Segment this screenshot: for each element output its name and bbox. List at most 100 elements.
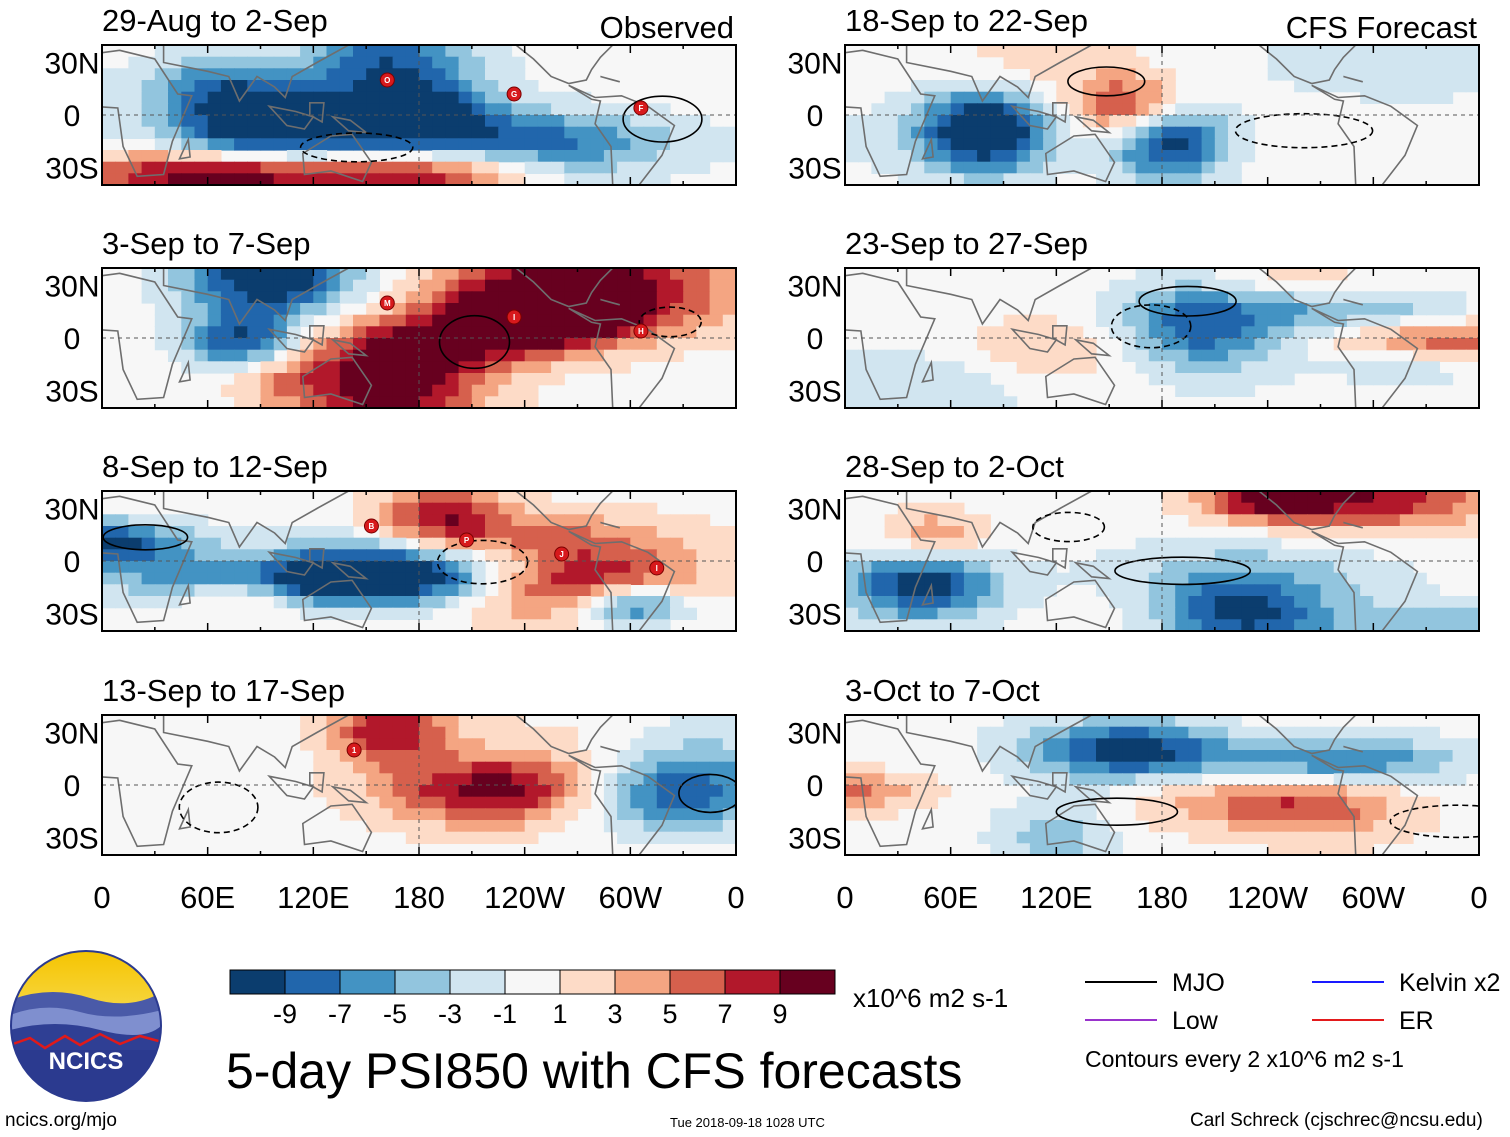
- colorbar-swatch: [284, 969, 341, 995]
- mjo-contour: [178, 781, 259, 834]
- y-tick-label: 0: [807, 770, 824, 803]
- panel-title: 8-Sep to 12-Sep: [102, 449, 328, 484]
- coastline: [178, 359, 191, 383]
- x-tick-label: 60E: [180, 880, 235, 915]
- x-tick-label: 0: [727, 880, 744, 915]
- mjo-contour: [678, 773, 736, 814]
- map-panel: 30N 0 30S 23-Sep to 27-Sep: [787, 226, 1480, 409]
- colorbar-swatch: [449, 969, 506, 995]
- x-tick-label: 60W: [1341, 880, 1405, 915]
- svg-text:B: B: [369, 522, 375, 531]
- storm-marker: B: [363, 518, 379, 534]
- map-panel: 30N 0 30S 3-Oct to 7-Oct: [787, 673, 1480, 856]
- mjo-contour: [436, 539, 529, 585]
- mjo-contour: [1055, 797, 1179, 827]
- y-tick-label: 30N: [44, 48, 99, 81]
- x-tick-label: 0: [93, 880, 110, 915]
- panel-title: 3-Sep to 7-Sep: [102, 226, 311, 261]
- coastline: [301, 356, 373, 406]
- coastline: [921, 136, 934, 160]
- coastline: [1010, 775, 1058, 800]
- coastline: [162, 715, 349, 773]
- y-tick-label: 30S: [788, 823, 841, 856]
- coastline: [905, 268, 1092, 326]
- coastline: [568, 530, 676, 631]
- x-axis-labels: 0 60E 120E 180 120W 60W 0 0 60E 120E 180 120W 60W 0: [93, 880, 1487, 915]
- legend-label: Low: [1172, 1007, 1219, 1035]
- footer-timestamp: Tue 2018-09-18 1028 UTC: [670, 1115, 825, 1130]
- colorbar-label: 7: [717, 999, 732, 1029]
- map-panel: 30N 0 30S 29-Aug to 2-Sep Observed O G F: [44, 3, 737, 186]
- y-tick-label: 0: [64, 546, 81, 579]
- coastline: [267, 105, 315, 130]
- panel-title: 28-Sep to 2-Oct: [845, 449, 1064, 484]
- coastline: [905, 491, 1092, 549]
- coastline: [1311, 530, 1419, 631]
- svg-text:H: H: [638, 327, 644, 336]
- anomaly-field: [845, 715, 1479, 855]
- storm-marker: H: [633, 323, 649, 339]
- colorbar-label: -5: [383, 999, 407, 1029]
- colorbar-swatch: [614, 969, 671, 995]
- colorbar-label: 9: [772, 999, 787, 1029]
- coastline: [329, 561, 369, 580]
- coastline: [1044, 356, 1116, 406]
- coastline: [308, 324, 325, 347]
- legend-label: Kelvin x2: [1399, 969, 1500, 997]
- map-panel: 30N 0 30S 8-Sep to 12-Sep B P J I: [44, 449, 737, 632]
- colorbar-swatch: [724, 969, 781, 995]
- storm-marker: P: [459, 532, 475, 548]
- legend-label: ER: [1399, 1007, 1434, 1035]
- coastline: [845, 719, 936, 848]
- coastline: [267, 328, 315, 353]
- chart-title: 5-day PSI850 with CFS forecasts: [226, 1043, 963, 1099]
- footer-url[interactable]: ncics.org/mjo: [5, 1110, 117, 1131]
- colorbar-label: 5: [662, 999, 677, 1029]
- y-tick-label: 30N: [44, 494, 99, 527]
- storm-marker: J: [554, 546, 570, 562]
- x-tick-label: 0: [836, 880, 853, 915]
- colorbar-label: -3: [438, 999, 462, 1029]
- y-tick-label: 0: [807, 100, 824, 133]
- panel-title: 18-Sep to 22-Sep: [845, 3, 1088, 38]
- coastline: [514, 491, 614, 531]
- coastline: [329, 338, 369, 357]
- coastline: [1010, 105, 1058, 130]
- mjo-contour: [1110, 304, 1192, 349]
- coastline: [1052, 547, 1068, 570]
- svg-text:J: J: [559, 550, 563, 559]
- coastline: [845, 49, 936, 178]
- coastline: [1072, 338, 1112, 357]
- anomaly-field: [102, 268, 736, 408]
- coastline: [162, 491, 349, 549]
- coastline: [267, 551, 315, 576]
- coastline: [921, 582, 934, 606]
- coastline: [1072, 115, 1112, 134]
- svg-text:P: P: [464, 536, 470, 545]
- coastline: [514, 715, 614, 755]
- mjo-contour: [438, 314, 511, 370]
- coastline: [514, 45, 614, 85]
- colorbar-swatch: [339, 969, 396, 995]
- coastline: [1257, 268, 1357, 308]
- coastline: [1044, 803, 1116, 853]
- storm-marker: G: [506, 86, 522, 102]
- coastline: [1052, 771, 1068, 794]
- logo-text: NCICS: [49, 1048, 124, 1075]
- coastline: [1257, 715, 1357, 755]
- panel-title: 3-Oct to 7-Oct: [845, 673, 1040, 708]
- colorbar-label: -7: [328, 999, 352, 1029]
- svg-text:F: F: [638, 104, 643, 113]
- mjo-contour: [1067, 66, 1146, 97]
- coastline: [1311, 307, 1419, 408]
- coastline: [301, 803, 373, 853]
- colorbar: -9 -7 -5 -3 -1 1 3 5 7 9: [229, 969, 836, 1029]
- y-tick-label: 30N: [787, 271, 842, 304]
- y-tick-label: 30S: [788, 153, 841, 186]
- x-tick-label: 60E: [923, 880, 978, 915]
- panels-svg: 30N 0 30S 29-Aug to 2-Sep Observed O G F 30N 0 30S…: [44, 3, 1480, 856]
- panel-title: 13-Sep to 17-Sep: [102, 673, 345, 708]
- coastline: [1072, 785, 1112, 804]
- anomaly-field: [102, 45, 736, 185]
- coastline: [1052, 102, 1068, 124]
